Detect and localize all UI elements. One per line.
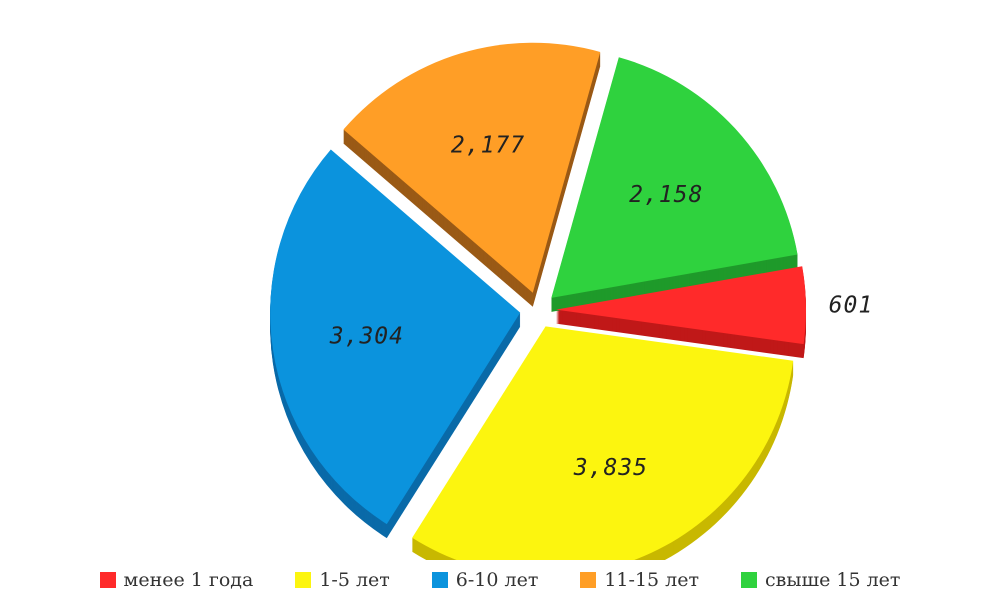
legend-label-11-15-years: 11-15 лет: [604, 569, 699, 591]
data-label-over-15-years: 2,158: [629, 182, 703, 208]
data-label-6-10-years: 3,304: [329, 324, 404, 350]
legend-item-6-10-years: 6-10 лет: [431, 569, 539, 591]
legend-swatch-11-15-years: [580, 572, 597, 588]
legend-label-under-1-year: менее 1 года: [123, 569, 254, 591]
legend-swatch-over-15-years: [740, 572, 757, 588]
data-label-11-15-years: 2,177: [451, 132, 525, 158]
pie-slice-11-15-years: [343, 42, 601, 293]
legend-item-over-15-years: свыше 15 лет: [740, 569, 901, 591]
legend-swatch-1-5-years: [295, 572, 312, 588]
legend-label-1-5-years: 1-5 лет: [319, 569, 390, 591]
pie-slice-1-5-years: [412, 326, 794, 560]
data-label-1-5-years: 3,835: [573, 455, 648, 481]
legend-item-1-5-years: 1-5 лет: [295, 569, 390, 591]
legend-swatch-6-10-years: [431, 572, 448, 588]
legend: менее 1 года 1-5 лет 6-10 лет 11-15 лет свыш…: [0, 562, 1000, 598]
pie-slice-over-15-years: [551, 57, 798, 298]
legend-item-under-1-year: менее 1 года: [99, 569, 254, 591]
pie-slices-layer: [270, 42, 806, 560]
pie-slice-6-10-years: [270, 149, 521, 525]
legend-swatch-under-1-year: [99, 572, 116, 588]
legend-label-over-15-years: свыше 15 лет: [764, 569, 901, 591]
pie-slice-under-1-year: [555, 266, 806, 345]
legend-item-11-15-years: 11-15 лет: [580, 569, 699, 591]
pie-labels-layer: 601 3,835 3,304 2,177 2,158: [329, 132, 874, 481]
data-label-under-1-year: 601: [829, 292, 874, 318]
pie-chart-svg: 601 3,835 3,304 2,177 2,158: [270, 42, 874, 560]
legend-label-6-10-years: 6-10 лет: [455, 569, 539, 591]
